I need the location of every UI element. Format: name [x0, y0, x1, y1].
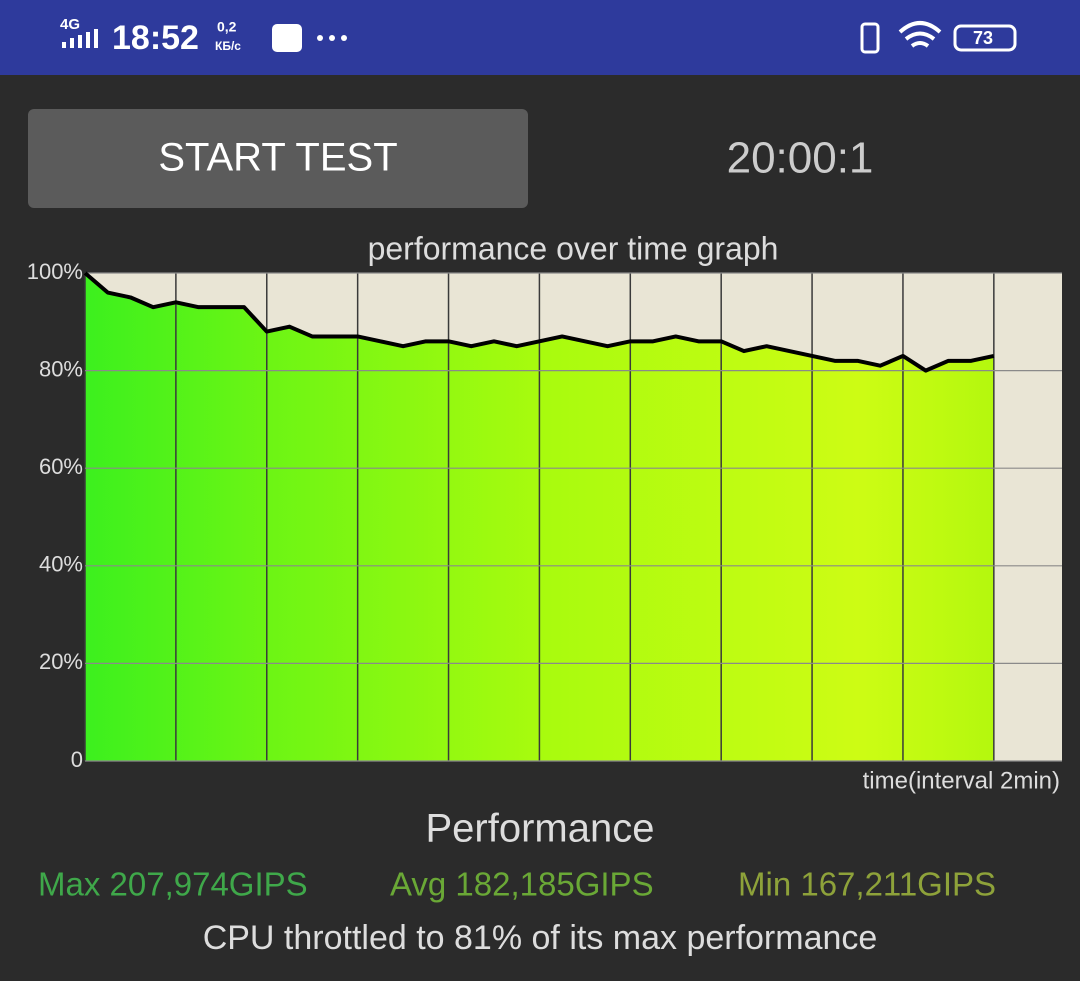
y-tick-label: 0	[71, 747, 83, 772]
more-icon	[317, 35, 347, 41]
start-button[interactable]	[28, 109, 528, 208]
plot	[83, 271, 1062, 762]
x-axis-label: time(interval 2min)	[863, 767, 1060, 794]
performance-line	[83, 271, 995, 373]
network: 4G	[60, 16, 80, 33]
summary: CPU throttled to 81% of its max performa…	[203, 919, 878, 957]
stat-avg: Avg 182,185GIPS	[390, 866, 654, 903]
speed-unit: КБ/с	[215, 39, 241, 53]
chart-title: performance over time graph	[368, 230, 779, 266]
wifi-icon	[898, 21, 942, 48]
stats-heading: Performance	[426, 807, 655, 851]
clock: 18:52	[112, 19, 199, 57]
speed: 0,2	[217, 19, 237, 35]
y-tick-label: 60%	[39, 454, 83, 479]
battery-icon	[953, 24, 1017, 52]
stat-min: Min 167,211GIPS	[738, 866, 996, 903]
y-tick-label: 20%	[39, 649, 83, 674]
status-bar	[0, 0, 1080, 75]
vibrate-icon	[860, 22, 880, 54]
signal-icon	[62, 29, 98, 48]
stat-max: Max 207,974GIPS	[38, 866, 308, 903]
start-button-label[interactable]: START TEST	[158, 136, 397, 180]
mail-icon	[272, 24, 302, 52]
y-tick-label: 100%	[27, 259, 83, 284]
y-tick-label: 80%	[39, 356, 83, 381]
y-tick-label: 40%	[39, 552, 83, 577]
timer: 20:00:1	[727, 134, 874, 183]
battery-level: 73	[973, 28, 993, 48]
